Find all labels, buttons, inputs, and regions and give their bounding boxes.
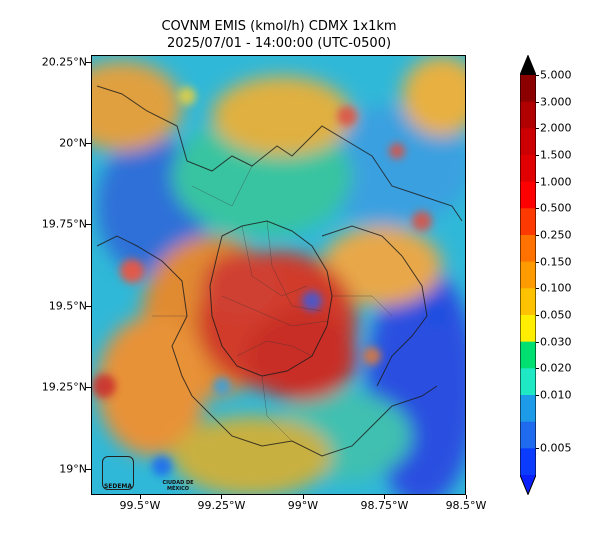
colorbar-tick bbox=[536, 395, 539, 396]
city-logo-text: CIUDAD DE MÉXICO bbox=[162, 480, 194, 492]
colorbar-tick bbox=[536, 341, 539, 343]
colorbar-label: 0.500 bbox=[540, 201, 572, 215]
y-tick bbox=[86, 61, 91, 63]
colorbar-extend-min bbox=[520, 475, 536, 495]
y-tick-label: 19.75°N bbox=[41, 217, 87, 231]
emissions-map: SEDEMA CIUDAD DE MÉXICO bbox=[91, 55, 466, 495]
sedema-logo: SEDEMA bbox=[102, 456, 134, 490]
x-tick bbox=[221, 495, 223, 499]
y-tick bbox=[86, 387, 91, 389]
colorbar-tick bbox=[536, 448, 539, 450]
x-tick bbox=[466, 495, 467, 499]
colorbar-tick bbox=[536, 181, 539, 183]
x-tick-label: 99.25°W bbox=[197, 499, 246, 512]
map-subtitle: 2025/07/01 - 14:00:00 (UTC-0500) bbox=[166, 36, 392, 51]
colorbar-segment bbox=[520, 368, 536, 396]
colorbar-segment bbox=[520, 421, 536, 449]
y-tick-label: 19.5°N bbox=[48, 299, 87, 313]
colorbar-tick bbox=[536, 101, 539, 103]
colorbar-label: 0.030 bbox=[540, 335, 572, 349]
colorbar-label: 2.000 bbox=[540, 121, 572, 135]
colorbar-tick bbox=[536, 235, 539, 236]
colorbar bbox=[520, 55, 536, 495]
colorbar-segment bbox=[520, 315, 536, 343]
colorbar-tick bbox=[536, 155, 539, 156]
colorbar-segment bbox=[520, 261, 536, 289]
y-tick-label: 20.25°N bbox=[41, 55, 87, 69]
y-tick-label: 20°N bbox=[59, 136, 87, 150]
colorbar-tick bbox=[536, 75, 539, 76]
colorbar-label: 0.100 bbox=[540, 281, 572, 295]
colorbar-segment bbox=[520, 341, 536, 369]
colorbar-segment bbox=[520, 181, 536, 209]
colorbar-label: 0.150 bbox=[540, 255, 572, 269]
colorbar-segment bbox=[520, 288, 536, 316]
colorbar-label: 0.020 bbox=[540, 361, 572, 375]
colorbar-segment bbox=[520, 448, 536, 476]
x-tick-label: 99.5°W bbox=[119, 499, 161, 512]
colorbar-label: 0.050 bbox=[540, 308, 572, 322]
colorbar-label: 0.005 bbox=[540, 441, 572, 455]
x-tick-label: 99°W bbox=[287, 499, 319, 512]
colorbar-segment bbox=[520, 208, 536, 236]
x-tick bbox=[139, 495, 141, 499]
colorbar-label: 1.500 bbox=[540, 148, 572, 162]
colorbar-tick bbox=[536, 128, 539, 130]
sedema-logo-text: SEDEMA bbox=[103, 483, 133, 490]
colorbar-tick bbox=[536, 261, 539, 263]
map-title: COVNM EMIS (kmol/h) CDMX 1x1km bbox=[161, 19, 397, 34]
emissions-field bbox=[92, 56, 465, 494]
colorbar-label: 1.000 bbox=[540, 175, 572, 189]
colorbar-segment bbox=[520, 235, 536, 263]
y-tick bbox=[86, 224, 91, 226]
colorbar-tick bbox=[536, 315, 539, 316]
colorbar-segment bbox=[520, 101, 536, 129]
colorbar-label: 0.010 bbox=[540, 388, 572, 402]
city-logo: CIUDAD DE MÉXICO bbox=[154, 460, 202, 492]
y-tick bbox=[86, 305, 91, 307]
colorbar-label: 3.000 bbox=[540, 95, 572, 109]
y-tick-label: 19°N bbox=[59, 462, 87, 476]
y-tick-label: 19.25°N bbox=[41, 380, 87, 394]
y-tick bbox=[86, 143, 91, 144]
y-tick bbox=[86, 468, 91, 470]
colorbar-segment bbox=[520, 128, 536, 156]
x-tick bbox=[384, 495, 386, 499]
x-tick bbox=[302, 495, 304, 499]
colorbar-segment bbox=[520, 155, 536, 183]
colorbar-outline bbox=[520, 55, 536, 495]
colorbar-label: 5.000 bbox=[540, 68, 572, 82]
colorbar-tick bbox=[536, 368, 539, 370]
colorbar-tick bbox=[536, 208, 539, 210]
colorbar-segment bbox=[520, 75, 536, 103]
colorbar-extend-max bbox=[520, 55, 536, 75]
x-tick-label: 98.75°W bbox=[360, 499, 409, 512]
x-tick-label: 98.5°W bbox=[445, 499, 487, 512]
colorbar-label: 0.250 bbox=[540, 228, 572, 242]
colorbar-tick bbox=[536, 288, 539, 290]
colorbar-segment bbox=[520, 395, 536, 423]
